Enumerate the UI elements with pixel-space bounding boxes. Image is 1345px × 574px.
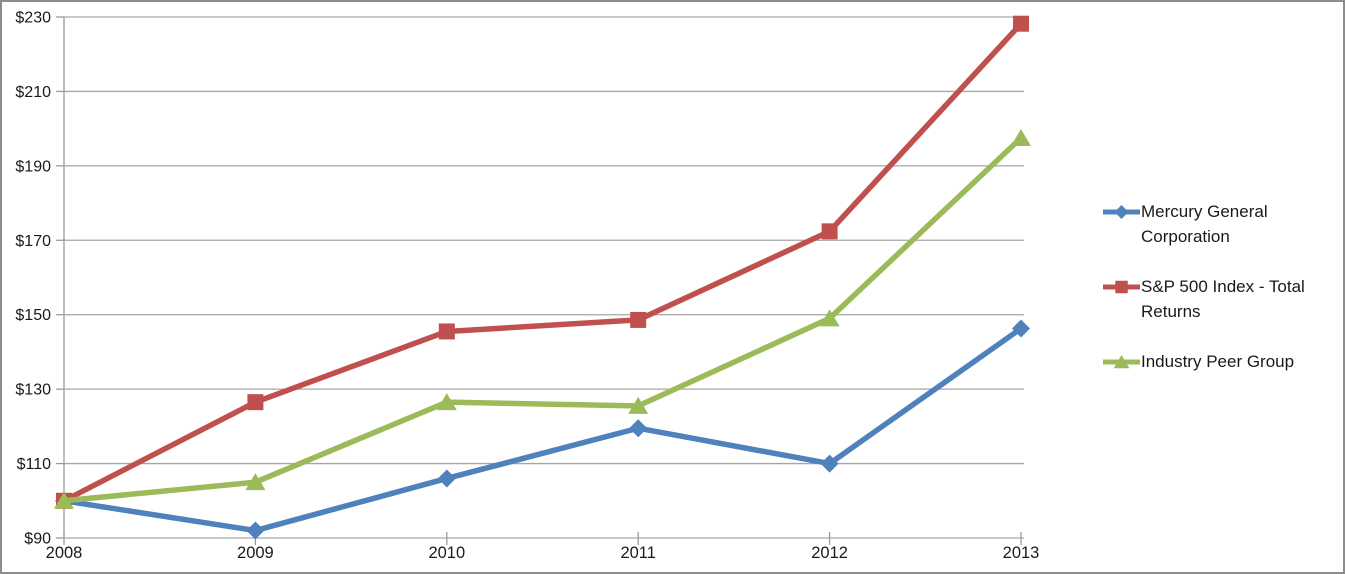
series-industry-peer-group-triangle-marker-icon [436,393,457,411]
y-axis-tick-label: $190 [15,158,51,175]
series-industry-peer-group-triangle-marker-icon [54,491,74,509]
y-axis-tick-label: $230 [15,10,51,27]
x-axis-tick-label: 2012 [811,544,848,562]
series-industry-peer-group-triangle-marker-icon [628,396,649,414]
series-mercury-general-corporation-diamond-marker-icon [437,469,456,488]
y-axis-tick-label: $130 [15,382,51,399]
series-mercury-general-corporation-diamond-marker-icon [629,419,648,438]
series-line-industry-peer-group [61,135,1024,504]
y-axis-tick-label: $110 [17,456,52,473]
x-axis-tick-label: 2008 [46,544,83,562]
legend-item-industry-peer-group: Industry Peer Group [1103,349,1333,374]
legend-item-label: Mercury General Corporation [1141,202,1268,246]
legend-square-glyph [1115,280,1128,294]
legend-triangle-glyph [1113,354,1130,369]
series-s-p-500-index-total-returns-square-marker-icon [630,311,647,328]
series-s-p-500-index-total-returns-square-marker-icon [247,394,264,411]
series-s-p-500-index-total-returns-square-marker-icon [1013,15,1029,32]
series-industry-peer-group-triangle-marker-icon [1011,128,1031,146]
y-axis-tick-label: $170 [15,233,51,250]
x-axis-tick-label: 2010 [428,544,465,562]
legend-item-mercury-general-corporation: Mercury General Corporation [1103,199,1333,249]
series-mercury-general-corporation-diamond-marker-icon [820,454,839,473]
series-mercury-general-corporation-diamond-marker-icon [1012,319,1030,338]
series-industry-peer-group-triangle-marker-icon [819,309,840,327]
legend-item-s-p-500-index-total-returns: S&P 500 Index - Total Returns [1103,274,1333,324]
legend-diamond-marker-icon [1103,204,1140,220]
x-axis-tick-label: 2013 [1003,544,1040,562]
legend-item-label: Industry Peer Group [1141,352,1295,371]
series-s-p-500-index-total-returns-square-marker-icon [821,223,838,240]
x-axis-tick-label: 2009 [237,544,274,562]
series-line-mercury-general-corporation [61,325,1024,534]
legend-square-marker-icon [1103,280,1140,294]
series-line-s-p-500-index-total-returns [61,20,1024,504]
legend-item-label: S&P 500 Index - Total Returns [1141,277,1305,321]
legend-diamond-glyph [1114,204,1129,220]
y-axis-tick-label: $210 [15,84,51,101]
y-axis-tick-label: $90 [24,531,51,548]
y-axis-tick-label: $150 [15,307,51,324]
x-axis-tick-label: 2011 [620,544,655,562]
series-s-p-500-index-total-returns-square-marker-icon [438,323,455,340]
series-industry-peer-group-triangle-marker-icon [245,473,266,491]
legend-triangle-marker-icon [1103,354,1140,369]
series-mercury-general-corporation-diamond-marker-icon [246,521,265,540]
